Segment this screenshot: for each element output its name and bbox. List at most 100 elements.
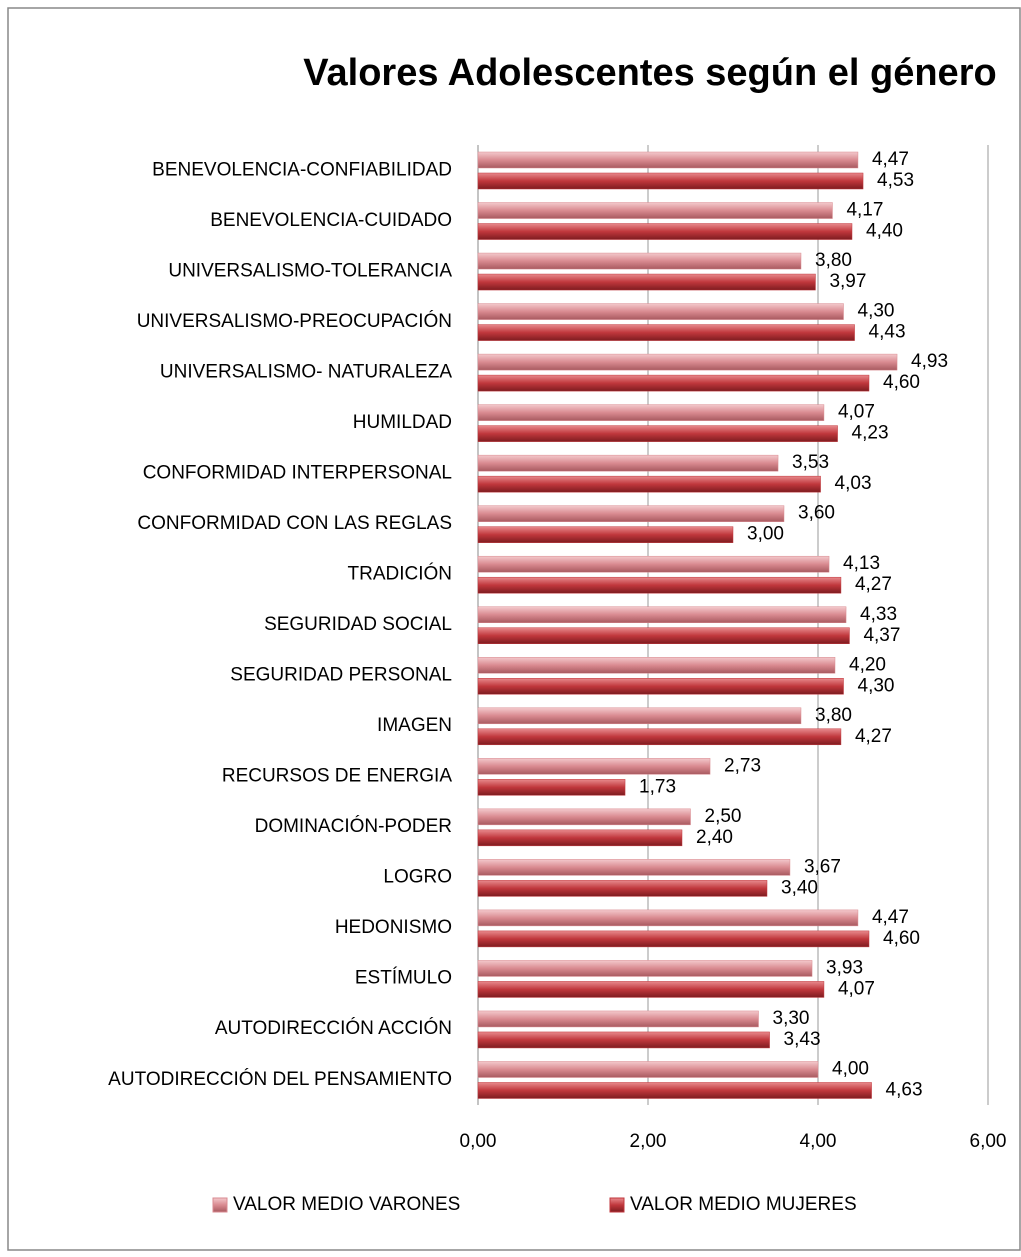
x-tick-label: 0,00	[460, 1131, 497, 1152]
y-tick-label: DOMINACIÓN-PODER	[255, 815, 452, 837]
legend-label: VALOR MEDIO MUJERES	[630, 1194, 857, 1215]
data-label: 4,13	[843, 553, 880, 574]
bar	[477, 454, 779, 472]
bar	[477, 576, 842, 594]
y-tick-label: HUMILDAD	[353, 412, 452, 433]
data-label: 4,40	[866, 221, 903, 242]
bar	[477, 859, 791, 876]
bar	[477, 758, 711, 775]
data-label: 4,60	[883, 928, 920, 949]
data-label: 3,97	[829, 271, 866, 292]
bar	[477, 223, 853, 240]
y-tick-label: BENEVOLENCIA-CONFIABILIDAD	[152, 159, 452, 180]
bar	[477, 273, 816, 291]
data-label: 4,07	[838, 402, 875, 423]
data-label: 3,67	[804, 856, 841, 877]
bar	[477, 151, 859, 169]
bar	[477, 779, 626, 796]
bar	[477, 404, 825, 421]
data-label: 3,80	[815, 705, 852, 726]
data-label: 4,93	[911, 351, 948, 372]
data-label: 4,30	[858, 301, 895, 322]
bar	[477, 880, 768, 897]
y-tick-label: UNIVERSALISMO-PREOCUPACIÓN	[137, 310, 452, 332]
y-tick-label: SEGURIDAD PERSONAL	[230, 665, 452, 686]
bar	[477, 425, 838, 442]
data-label: 2,40	[696, 827, 733, 848]
data-label: 4,47	[872, 907, 909, 928]
bar	[477, 202, 833, 219]
bar	[477, 252, 802, 270]
data-label: 3,30	[773, 1008, 810, 1029]
bar	[477, 555, 830, 573]
data-label: 3,43	[784, 1029, 821, 1050]
x-tick-label: 4,00	[800, 1131, 837, 1152]
bar	[477, 678, 844, 695]
x-tick-label: 6,00	[970, 1131, 1007, 1152]
data-label: 4,63	[886, 1079, 923, 1100]
bar	[477, 324, 855, 341]
y-tick-label: HEDONISMO	[335, 917, 452, 938]
legend-swatch	[212, 1197, 228, 1213]
y-tick-label: LOGRO	[383, 867, 452, 888]
bar	[477, 505, 785, 522]
data-label: 4,17	[846, 200, 883, 221]
bar	[477, 172, 864, 190]
y-tick-label: UNIVERSALISMO- NATURALEZA	[160, 361, 452, 382]
data-label: 3,80	[815, 250, 852, 271]
data-label: 4,20	[849, 654, 886, 675]
y-tick-label: ESTÍMULO	[355, 968, 452, 989]
bar	[477, 353, 898, 371]
bar	[477, 808, 691, 826]
data-label: 4,00	[832, 1058, 869, 1079]
data-label: 4,03	[835, 473, 872, 494]
data-label: 2,73	[724, 755, 761, 776]
bar	[477, 981, 825, 998]
data-label: 4,07	[838, 978, 875, 999]
data-label: 4,30	[858, 675, 895, 696]
y-tick-label: CONFORMIDAD CON LAS REGLAS	[137, 513, 452, 534]
data-label: 4,27	[855, 574, 892, 595]
bar	[477, 728, 842, 746]
bar	[477, 303, 844, 320]
data-label: 4,43	[869, 322, 906, 343]
data-label: 4,33	[860, 604, 897, 625]
bar	[477, 606, 847, 623]
y-tick-label: BENEVOLENCIA-CUIDADO	[210, 210, 452, 231]
legend-swatch	[609, 1197, 625, 1213]
data-label: 3,60	[798, 503, 835, 524]
bar	[477, 1082, 872, 1099]
y-tick-label: SEGURIDAD SOCIAL	[264, 614, 452, 635]
y-tick-label: UNIVERSALISMO-TOLERANCIA	[168, 260, 452, 281]
data-label: 4,37	[863, 625, 900, 646]
bar	[477, 829, 683, 847]
x-tick-label: 2,00	[630, 1131, 667, 1152]
bar	[477, 707, 802, 725]
y-tick-label: AUTODIRECCIÓN DEL PENSAMIENTO	[108, 1068, 452, 1090]
y-tick-label: TRADICIÓN	[348, 562, 453, 584]
data-label: 3,40	[781, 877, 818, 898]
data-label: 4,60	[883, 372, 920, 393]
bar	[477, 526, 734, 543]
bar	[477, 930, 870, 948]
bar	[477, 909, 859, 927]
data-label: 4,53	[877, 170, 914, 191]
y-tick-label: IMAGEN	[377, 715, 452, 736]
data-label: 4,23	[852, 423, 889, 444]
bar	[477, 1061, 819, 1078]
bar	[477, 1010, 759, 1028]
y-tick-label: RECURSOS DE ENERGIA	[222, 766, 452, 787]
bar	[477, 475, 821, 493]
bar	[477, 627, 850, 644]
data-label: 3,93	[826, 957, 863, 978]
bar	[477, 657, 836, 674]
data-label: 3,53	[792, 452, 829, 473]
bar	[477, 374, 870, 392]
data-label: 4,47	[872, 149, 909, 170]
data-label: 1,73	[639, 776, 676, 797]
data-label: 4,27	[855, 726, 892, 747]
bar	[477, 1031, 770, 1049]
bar	[477, 960, 813, 977]
legend-label: VALOR MEDIO VARONES	[233, 1194, 460, 1215]
